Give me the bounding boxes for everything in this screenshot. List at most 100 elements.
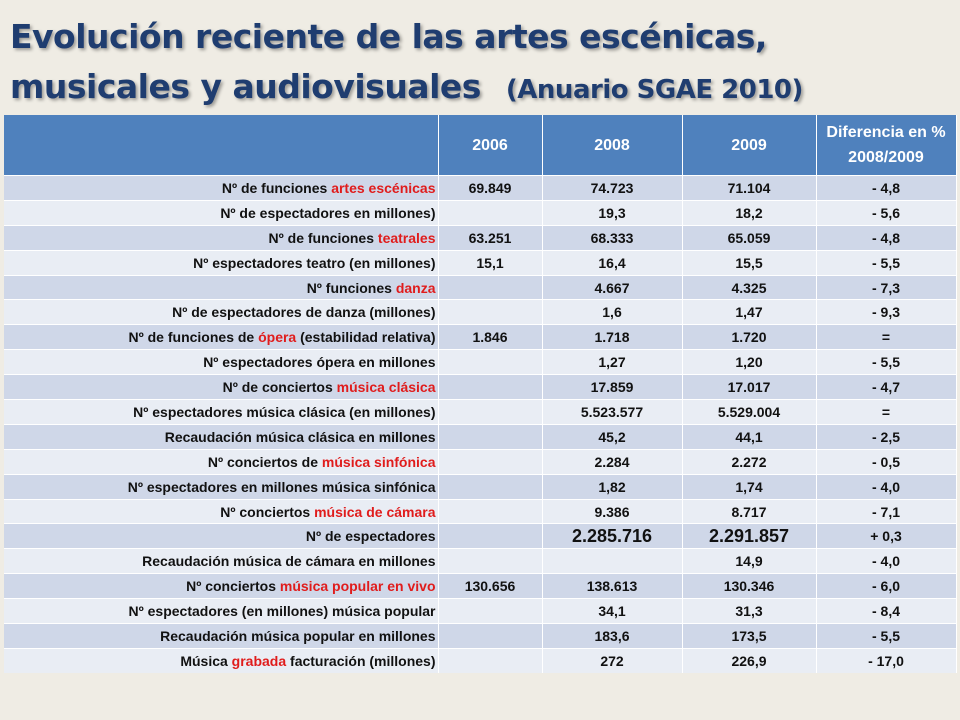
row-label-text: Música — [180, 652, 232, 669]
table-row: Nº de funciones artes escénicas 69.849 74.… — [4, 175, 957, 201]
table-row: Nº funciones danza 4.667 4.325- 7,3 — [4, 274, 957, 300]
table-row: Nº de funciones teatrales 63.251 68.333 65.… — [4, 224, 957, 251]
row-label: Nº conciertos de música sinfónica — [4, 448, 439, 475]
row-label-text: Nº de espectadores de danza (millones) — [172, 304, 436, 321]
cell-v2008: 138.613 — [542, 573, 683, 599]
table-row: Nº de espectadores en millones) 19,3 18,2-… — [4, 199, 957, 226]
cell-v2009: 31,3 — [682, 598, 817, 624]
cell-diff: = — [816, 399, 957, 425]
cell-v2009: 1,20 — [682, 349, 817, 375]
row-label: Recaudación música clásica en millones — [4, 423, 439, 450]
row-label: Nº de funciones de ópera (estabilidad re… — [4, 324, 439, 350]
row-label-text: Nº espectadores ópera en millones — [203, 354, 436, 371]
cell-diff: - 8,4 — [816, 598, 957, 624]
cell-diff: - 7,3 — [816, 274, 957, 300]
row-label: Nº espectadores (en millones) música pop… — [4, 598, 439, 624]
cell-v2009: 15,5 — [682, 249, 817, 276]
cell-diff: + 0,3 — [816, 523, 957, 549]
cell-v2009: 18,2 — [682, 199, 817, 226]
row-label-text: (estabilidad relativa) — [296, 329, 436, 346]
row-label-highlight: música popular en vivo — [279, 578, 436, 595]
row-label: Nº espectadores en millones música sinfó… — [4, 473, 439, 500]
cell-diff: - 2,5 — [816, 423, 957, 450]
cell-v2006: 63.251 — [438, 224, 543, 251]
row-label-text: Nº espectadores música clásica (en millo… — [133, 403, 436, 420]
cell-v2008: 74.723 — [542, 175, 683, 201]
table-body: Nº de funciones artes escénicas 69.849 74.… — [4, 175, 957, 673]
cell-diff: - 7,1 — [816, 498, 957, 524]
cell-v2009: 5.529.004 — [682, 399, 817, 425]
cell-diff: - 4,8 — [816, 224, 957, 251]
header-difference: Diferencia en % 2008/2009 — [816, 115, 957, 176]
cell-v2009: 14,9 — [682, 548, 817, 574]
row-label-text: Nº de conciertos — [222, 379, 337, 396]
row-label-text: Nº conciertos de — [207, 453, 322, 470]
table-row: Nº espectadores ópera en millones 1,27 1,2… — [4, 349, 957, 375]
cell-v2006 — [438, 299, 543, 325]
cell-v2009: 17.017 — [682, 374, 817, 400]
cell-v2006 — [438, 199, 543, 226]
row-label: Nº espectadores teatro (en millones) — [4, 249, 439, 276]
row-label: Nº de funciones teatrales — [4, 224, 439, 251]
cell-v2009: 173,5 — [682, 623, 817, 649]
row-label-text: facturación (millones) — [286, 652, 436, 669]
cell-diff: - 4,0 — [816, 548, 957, 574]
cell-v2008: 17.859 — [542, 374, 683, 400]
table-row: Recaudación música clásica en millones 45… — [4, 423, 957, 450]
cell-v2009: 1,47 — [682, 299, 817, 325]
row-label-text: Nº de espectadores en millones) — [220, 204, 436, 221]
cell-diff: - 6,0 — [816, 573, 957, 599]
cell-diff: - 9,3 — [816, 299, 957, 325]
row-label-highlight: música clásica — [336, 379, 436, 396]
table-row: Nº conciertos música de cámara 9.386 8.717… — [4, 498, 957, 524]
table-row: Nº de espectadores 2.285.716 2.291.857 + 0,… — [4, 523, 957, 549]
row-label: Nº de espectadores en millones) — [4, 199, 439, 226]
row-label: Nº conciertos música popular en vivo — [4, 573, 439, 599]
cell-diff: - 17,0 — [816, 647, 957, 673]
header-2006: 2006 — [438, 115, 543, 176]
row-label-highlight: danza — [395, 279, 436, 296]
cell-v2006 — [438, 623, 543, 649]
row-label: Recaudación música de cámara en millones — [4, 548, 439, 574]
row-label-text: Recaudación música popular en millones — [160, 627, 436, 644]
cell-v2008: 2.284 — [542, 448, 683, 475]
cell-v2006 — [438, 399, 543, 425]
cell-v2008: 1,27 — [542, 349, 683, 375]
row-label: Recaudación música popular en millones — [4, 623, 439, 649]
row-label-text: Nº espectadores en millones música sinfó… — [127, 478, 436, 495]
cell-diff: - 5,5 — [816, 349, 957, 375]
cell-diff: - 5,5 — [816, 623, 957, 649]
cell-diff: - 5,6 — [816, 199, 957, 226]
cell-diff: - 5,5 — [816, 249, 957, 276]
row-label: Nº espectadores música clásica (en millo… — [4, 399, 439, 425]
cell-v2008: 34,1 — [542, 598, 683, 624]
cell-v2008: 45,2 — [542, 423, 683, 450]
cell-v2008: 183,6 — [542, 623, 683, 649]
cell-v2006 — [438, 523, 543, 549]
cell-v2008: 16,4 — [542, 249, 683, 276]
cell-v2008: 4.667 — [542, 274, 683, 300]
row-label-text: Nº funciones — [306, 279, 396, 296]
cell-v2009: 2.291.857 — [682, 523, 817, 549]
cell-v2009: 2.272 — [682, 448, 817, 475]
row-label-highlight: ópera — [258, 329, 297, 346]
row-label: Nº de funciones artes escénicas — [4, 175, 439, 201]
table-row: Nº de conciertos música clásica 17.859 17.… — [4, 374, 957, 400]
cell-v2009: 4.325 — [682, 274, 817, 300]
header-2009: 2009 — [682, 115, 817, 176]
table-row: Música grabada facturación (millones) 272… — [4, 647, 957, 673]
statistics-table: 2006 2008 2009 Diferencia en % 2008/2009… — [4, 115, 957, 673]
cell-v2008: 1,82 — [542, 473, 683, 500]
row-label-highlight: grabada — [231, 652, 287, 669]
cell-v2006: 69.849 — [438, 175, 543, 201]
row-label-text: Nº de funciones — [221, 179, 332, 196]
cell-v2009: 1,74 — [682, 473, 817, 500]
table-row: Nº conciertos de música sinfónica 2.284 2.… — [4, 448, 957, 475]
table-row: Nº espectadores música clásica (en millo… — [4, 399, 957, 425]
cell-v2006: 130.656 — [438, 573, 543, 599]
cell-v2008: 9.386 — [542, 498, 683, 524]
table-row: Nº de funciones de ópera (estabilidad re… — [4, 324, 957, 350]
cell-diff: - 0,5 — [816, 448, 957, 475]
cell-v2008: 1,6 — [542, 299, 683, 325]
cell-v2008: 68.333 — [542, 224, 683, 251]
